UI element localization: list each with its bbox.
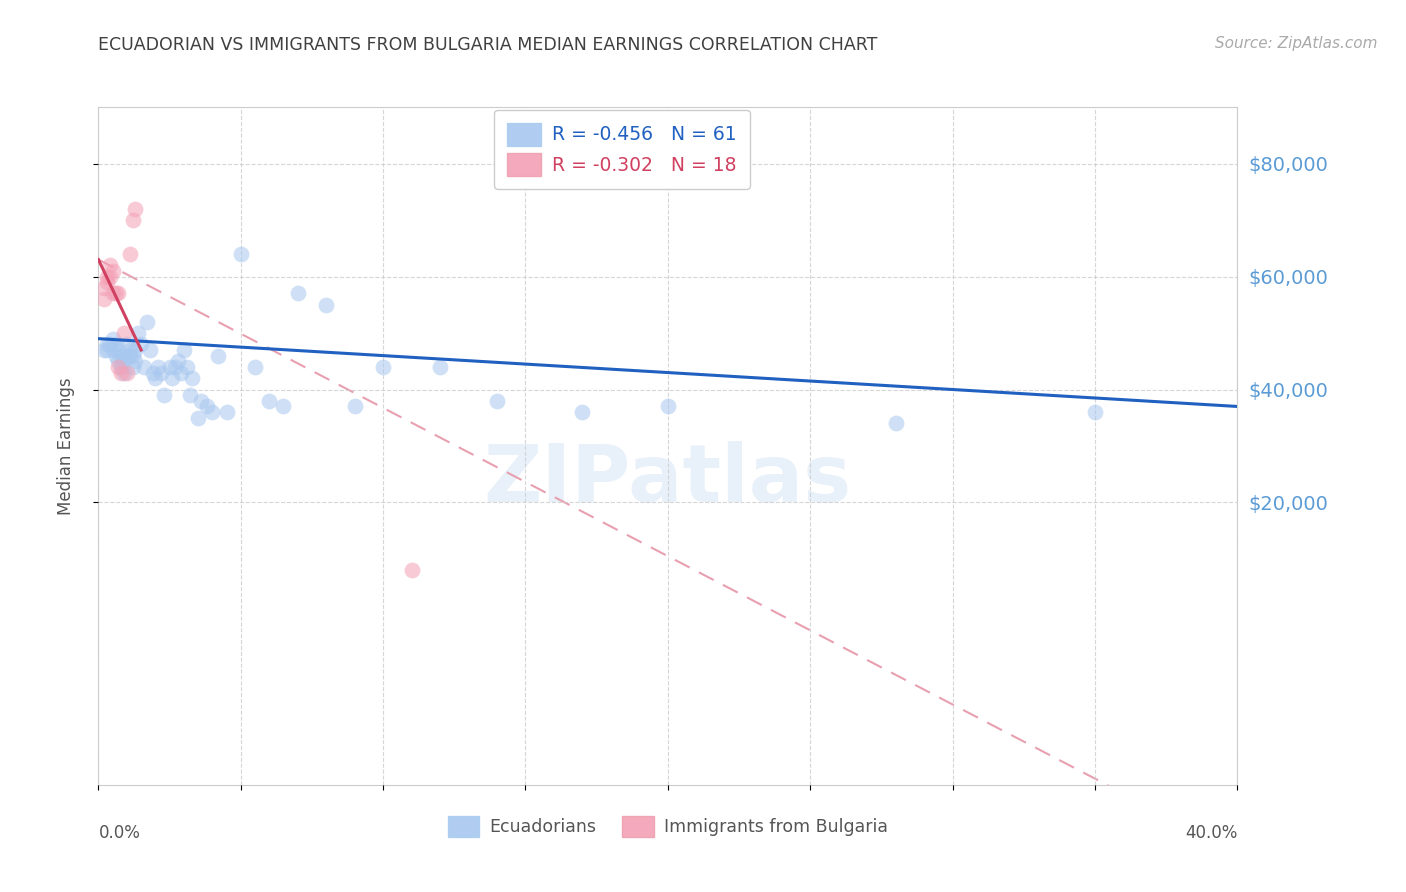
Point [118, 247, 141, 261]
Point [287, 286, 309, 301]
Point [170, 366, 193, 380]
Point [129, 337, 152, 351]
Point [101, 343, 124, 357]
Point [215, 405, 238, 419]
Legend: Ecuadorians, Immigrants from Bulgaria: Ecuadorians, Immigrants from Bulgaria [440, 809, 896, 844]
Point [118, 349, 141, 363]
Point [229, 247, 252, 261]
Text: 40.0%: 40.0% [1185, 824, 1237, 842]
Point [162, 371, 184, 385]
Point [201, 405, 224, 419]
Point [104, 337, 127, 351]
Point [1084, 405, 1107, 419]
Point [115, 337, 138, 351]
Point [121, 213, 143, 227]
Point [118, 343, 141, 357]
Point [121, 359, 143, 374]
Point [195, 400, 218, 414]
Point [486, 393, 509, 408]
Point [124, 354, 146, 368]
Point [343, 400, 366, 414]
Y-axis label: Median Earnings: Median Earnings [56, 377, 75, 515]
Point [190, 393, 212, 408]
Point [101, 286, 124, 301]
Point [96, 275, 118, 289]
Point [96, 337, 118, 351]
Point [259, 393, 281, 408]
Point [101, 332, 124, 346]
Point [124, 202, 146, 216]
Point [93, 292, 115, 306]
Point [243, 359, 266, 374]
Point [107, 343, 129, 357]
Point [187, 410, 209, 425]
Point [148, 359, 170, 374]
Point [104, 286, 127, 301]
Point [112, 366, 135, 380]
Point [273, 400, 295, 414]
Point [96, 343, 118, 357]
Point [150, 366, 173, 380]
Point [132, 359, 155, 374]
Point [173, 343, 195, 357]
Text: ECUADORIAN VS IMMIGRANTS FROM BULGARIA MEDIAN EARNINGS CORRELATION CHART: ECUADORIAN VS IMMIGRANTS FROM BULGARIA M… [98, 36, 877, 54]
Point [159, 359, 181, 374]
Point [165, 359, 187, 374]
Point [93, 281, 115, 295]
Point [110, 359, 132, 374]
Point [135, 315, 157, 329]
Point [115, 366, 138, 380]
Point [145, 371, 167, 385]
Point [167, 354, 190, 368]
Point [884, 417, 907, 431]
Point [112, 354, 135, 368]
Text: 0.0%: 0.0% [98, 824, 141, 842]
Point [401, 563, 423, 577]
Text: Source: ZipAtlas.com: Source: ZipAtlas.com [1215, 36, 1378, 51]
Point [107, 286, 129, 301]
Point [101, 264, 124, 278]
Point [153, 388, 176, 402]
Point [571, 405, 593, 419]
Point [110, 366, 132, 380]
Point [98, 269, 121, 284]
Point [657, 400, 679, 414]
Point [98, 337, 121, 351]
Point [104, 349, 127, 363]
Point [96, 269, 118, 284]
Point [179, 388, 201, 402]
Point [93, 343, 115, 357]
Point [115, 349, 138, 363]
Point [107, 354, 129, 368]
Text: ZIPatlas: ZIPatlas [484, 441, 852, 519]
Point [429, 359, 451, 374]
Point [98, 258, 121, 272]
Point [315, 298, 337, 312]
Point [181, 371, 204, 385]
Point [112, 326, 135, 340]
Point [176, 359, 198, 374]
Point [127, 326, 149, 340]
Point [121, 349, 143, 363]
Point [110, 349, 132, 363]
Point [107, 359, 129, 374]
Point [373, 359, 395, 374]
Point [207, 349, 229, 363]
Point [141, 366, 163, 380]
Point [124, 343, 146, 357]
Point [138, 343, 160, 357]
